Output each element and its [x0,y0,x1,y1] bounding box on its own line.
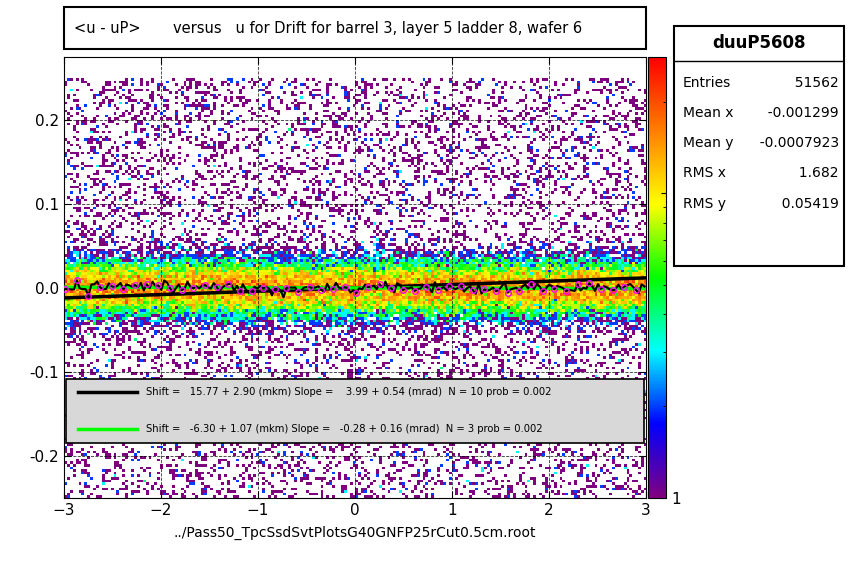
Text: 51562: 51562 [786,77,839,90]
Bar [65,379,644,443]
X-axis label: ../Pass50_TpcSsdSvtPlotsG40GNFP25rCut0.5cm.root: ../Pass50_TpcSsdSvtPlotsG40GNFP25rCut0.5… [173,526,536,540]
Text: -0.0007923: -0.0007923 [751,137,839,150]
Text: Entries: Entries [683,77,731,90]
Text: Mean x: Mean x [683,106,733,121]
Text: <u - uP>       versus   u for Drift for barrel 3, layer 5 ladder 8, wafer 6: <u - uP> versus u for Drift for barrel 3… [74,21,582,35]
Text: Shift =   15.77 + 2.90 (mkm) Slope =    3.99 + 0.54 (mrad)  N = 10 prob = 0.002: Shift = 15.77 + 2.90 (mkm) Slope = 3.99 … [146,387,552,398]
Text: 1.682: 1.682 [790,166,839,181]
Text: duuP5608: duuP5608 [712,34,806,52]
Text: RMS y: RMS y [683,197,726,210]
Text: Shift =   -6.30 + 1.07 (mkm) Slope =   -0.28 + 0.16 (mrad)  N = 3 prob = 0.002: Shift = -6.30 + 1.07 (mkm) Slope = -0.28… [146,424,543,434]
Text: Mean y: Mean y [683,137,733,150]
Text: 0.05419: 0.05419 [774,197,839,210]
Text: -0.001299: -0.001299 [759,106,839,121]
Text: RMS x: RMS x [683,166,726,181]
